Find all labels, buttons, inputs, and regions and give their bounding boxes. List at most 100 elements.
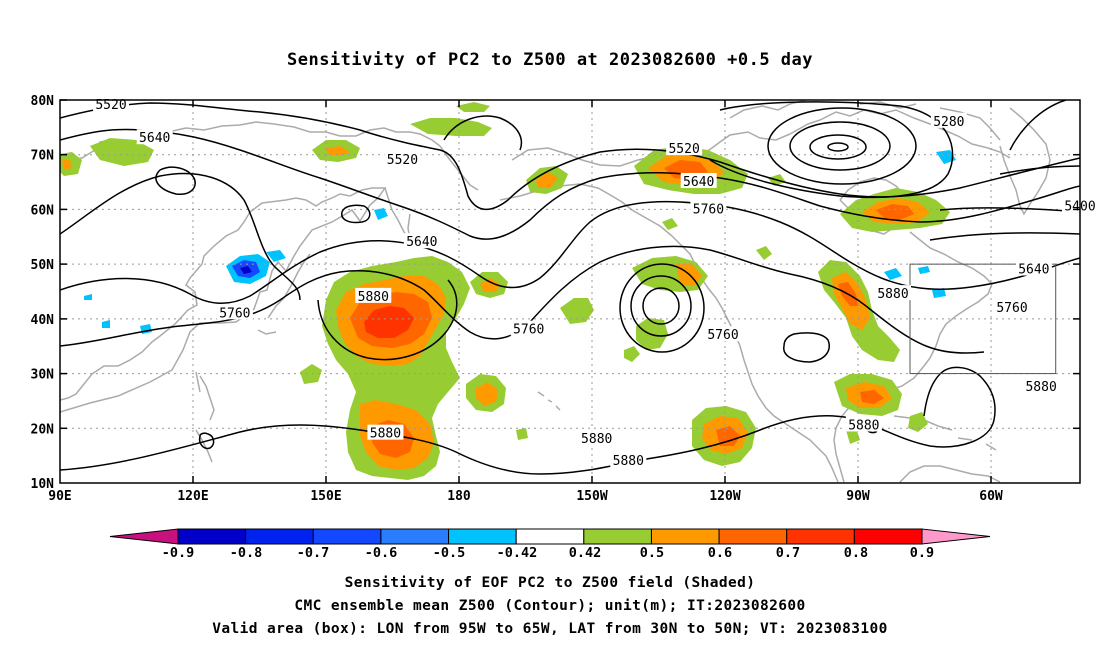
coastline-taiwan [195, 371, 201, 393]
shade-positive-dateline-core [480, 278, 500, 292]
contour-label-background [680, 172, 717, 188]
contour-northeast-d [929, 232, 1080, 241]
shade-negative-great-lakes-b [918, 266, 930, 274]
shade-positive-small-f [846, 428, 860, 444]
shade-negative-great-lakes-a [884, 268, 902, 280]
contour-label-text: 5880 [1025, 380, 1056, 395]
shade-positive-siberia-a-core [326, 146, 350, 156]
colorbar-tick-label: 0.9 [910, 545, 934, 561]
sensitivity-shading [60, 102, 956, 480]
contour-label-text: 5880 [358, 290, 389, 305]
coastline-kamchatka [384, 187, 411, 241]
contour-arctic-low-1 [827, 142, 849, 152]
contour-label-text: 5640 [683, 175, 714, 190]
contour-label: 5520 [93, 95, 129, 113]
shade-positive-wpac-red [364, 306, 414, 338]
colorbar-swatch [245, 528, 314, 545]
contour-extra-b [443, 115, 523, 151]
contour-arctic-low-5 [709, 101, 954, 199]
shade-positive-small-c [756, 246, 772, 260]
shade-positive-midpac [560, 298, 594, 324]
colorbar-arrow-low [109, 528, 179, 545]
lat-label: 80N [31, 94, 55, 109]
contour-label-background [403, 233, 440, 249]
shade-negative-labrador [936, 150, 956, 164]
contour-label-text: 5520 [95, 98, 126, 113]
lon-label: 90W [846, 489, 870, 504]
colorbar-tick-label: -0.7 [297, 545, 330, 561]
lon-label: 180 [447, 489, 471, 504]
contour-arctic-low-4 [767, 107, 917, 185]
contour-label-background [578, 430, 615, 446]
coastline-hawaii [537, 391, 561, 411]
contour-label: 5520 [666, 140, 703, 157]
shade-positive-small-b [624, 346, 640, 362]
coastlines [60, 100, 1051, 483]
valid-area-box [909, 263, 1057, 375]
contour-northeast-b [999, 165, 1080, 175]
contour-cutoff-low-1 [642, 287, 680, 325]
shade-positive-gulf-dark [860, 390, 884, 404]
shade-positive-small-d [662, 218, 678, 230]
lat-label: 50N [31, 258, 55, 273]
shade-positive-small-e [908, 412, 928, 432]
lat-label: 30N [31, 368, 55, 383]
shade-positive-pac-orange-b-core [476, 382, 498, 406]
contour-extra-c [155, 166, 196, 195]
contour-label-background [930, 112, 967, 128]
contour-extra-g [783, 332, 830, 363]
contour-cutoff-low-3 [619, 263, 705, 353]
colorbar-swatch [786, 528, 855, 545]
contour-arctic-low-3 [789, 121, 891, 171]
contour-label-text: 5880 [370, 427, 401, 442]
shade-positive-far-west-core [62, 160, 72, 170]
coastline-philippines [195, 375, 215, 463]
colorbar-swatch [177, 528, 247, 545]
contour-label-text: 5880 [877, 287, 908, 302]
lat-label: 40N [31, 313, 55, 328]
contour-label-background [136, 129, 173, 145]
contour-arctic-low-2 [809, 134, 867, 160]
contour-5880-south [60, 366, 996, 475]
shade-negative-japan-sea-core [240, 266, 252, 274]
contour-label-background [875, 285, 911, 301]
shade-positive-pac-tropic-dark [716, 426, 740, 446]
contour-label: 5880 [1023, 378, 1060, 395]
caption-shading: Sensitivity of EOF PC2 to Z500 field (Sh… [344, 575, 756, 591]
contour-label: 5520 [384, 151, 421, 168]
shade-positive-canada-east-dark [876, 204, 914, 220]
contour-label: 5880 [355, 287, 392, 305]
coastline-japan [257, 253, 311, 335]
shade-negative-atlantic [932, 288, 946, 298]
contour-label-background [690, 200, 727, 216]
colorbar-tick-label: -0.5 [433, 545, 466, 561]
colorbar-tick-label: 0.42 [569, 545, 602, 561]
shade-positive-small-g [516, 428, 528, 440]
lon-label: 90E [48, 489, 71, 504]
colorbar-swatches [109, 528, 991, 545]
colorbar-tick-label: 0.6 [708, 545, 732, 561]
caption-valid-area: Valid area (box): LON from 95W to 65W, L… [212, 621, 888, 637]
contour-label: 5760 [216, 304, 253, 321]
colorbar-swatch [718, 528, 788, 545]
colorbar-tick-label: -0.6 [365, 545, 398, 561]
contour-label-background [355, 287, 392, 303]
contour-label: 5640 [1015, 260, 1052, 278]
contour-label-text: 5880 [581, 432, 612, 447]
contour-label-background [845, 416, 882, 432]
contour-label-text: 5640 [139, 131, 170, 146]
contour-label-text: 5280 [933, 115, 964, 130]
shade-positive-siberia-b [90, 138, 154, 166]
lat-label: 20N [31, 422, 55, 437]
contour-label-text: 5760 [513, 323, 544, 338]
contour-label-text: 5760 [693, 202, 724, 217]
contour-extra-e [198, 432, 215, 450]
coastline-south-america [899, 465, 1001, 483]
contour-label: 5880 [610, 452, 647, 469]
shade-negative-small-b [102, 320, 110, 328]
contour-label-text: 5640 [406, 235, 437, 250]
colorbar-tick-label: 0.7 [776, 545, 800, 561]
contour-cutoff-low-2 [630, 275, 692, 337]
colorbar-swatch [312, 528, 382, 545]
